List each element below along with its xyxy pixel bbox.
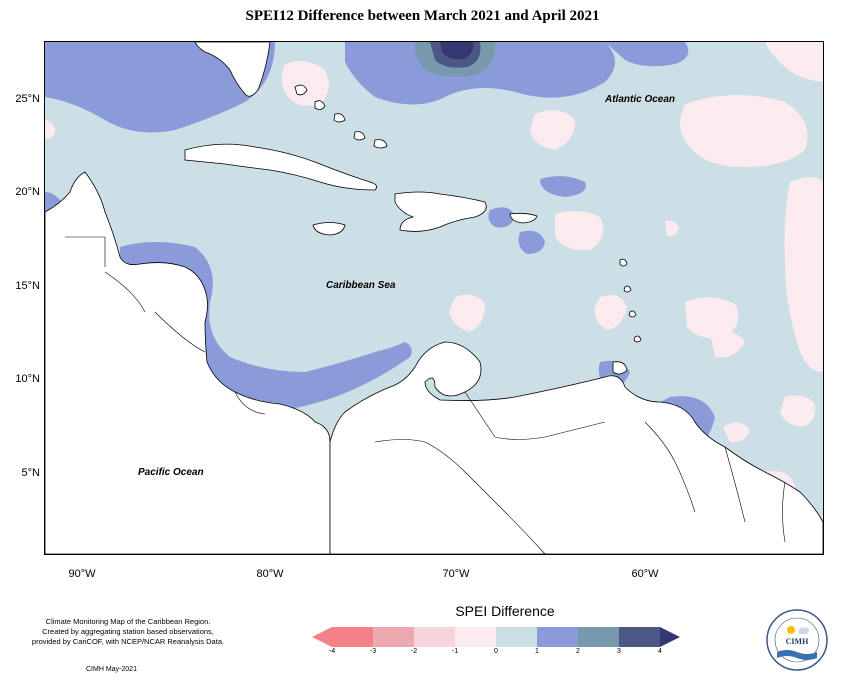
legend-swatch	[619, 627, 660, 647]
y-axis-label: 15°N	[15, 280, 40, 292]
sun-icon	[787, 626, 795, 634]
caribbean-sea-label: Caribbean Sea	[326, 280, 396, 291]
legend-title: SPEI Difference	[455, 603, 555, 619]
wave-icon	[777, 650, 817, 660]
y-axis-label: 10°N	[15, 373, 40, 385]
legend-swatch	[332, 627, 373, 647]
legend-tick: 4	[658, 648, 662, 655]
legend-tick: -2	[410, 648, 418, 655]
legend-tick: 3	[617, 648, 621, 655]
credit-date: CIMH May-2021	[86, 666, 137, 673]
credit-line: Created by aggregating station based obs…	[42, 627, 214, 636]
spei-map	[45, 42, 823, 554]
logo-text: CIMH	[786, 637, 809, 646]
legend-swatch	[414, 627, 455, 647]
x-axis-label: 80°W	[256, 568, 284, 580]
y-axis-label: 20°N	[15, 186, 40, 198]
map-title: SPEI12 Difference between March 2021 and…	[245, 8, 600, 24]
credit-line: provided by CariCOF, with NCEP/NCAR Rean…	[31, 637, 225, 646]
anomaly-class-plus4	[440, 42, 474, 60]
legend-swatch	[660, 627, 680, 647]
credit-line: Climate Monitoring Map of the Caribbean …	[45, 617, 211, 626]
land-masses	[45, 42, 823, 554]
legend-colorbar	[312, 627, 680, 647]
cimh-logo: CIMH	[766, 609, 828, 671]
credit-text: Climate Monitoring Map of the Caribbean …	[8, 617, 248, 647]
legend-swatch	[496, 627, 537, 647]
legend-tick: 1	[535, 648, 539, 655]
legend-tick: 2	[576, 648, 580, 655]
y-axis-label: 25°N	[15, 93, 40, 105]
legend-swatch	[537, 627, 578, 647]
legend-swatch	[373, 627, 414, 647]
map-area	[44, 41, 824, 555]
legend-swatch	[455, 627, 496, 647]
legend-tick: -1	[451, 648, 459, 655]
x-axis-label: 60°W	[631, 568, 659, 580]
legend-tick: -3	[369, 648, 377, 655]
pacific-ocean-label: Pacific Ocean	[138, 467, 204, 478]
legend-tick: 0	[494, 648, 498, 655]
atlantic-ocean-label: Atlantic Ocean	[605, 94, 676, 105]
x-axis-label: 90°W	[68, 568, 96, 580]
legend-swatch	[578, 627, 619, 647]
legend-swatch	[312, 627, 332, 647]
legend-tick: -4	[328, 648, 336, 655]
y-axis-label: 5°N	[21, 467, 40, 479]
country-borders	[65, 236, 786, 554]
cloud-icon	[798, 627, 809, 634]
anomaly-class-minus1	[45, 42, 823, 520]
x-axis-label: 70°W	[442, 568, 470, 580]
